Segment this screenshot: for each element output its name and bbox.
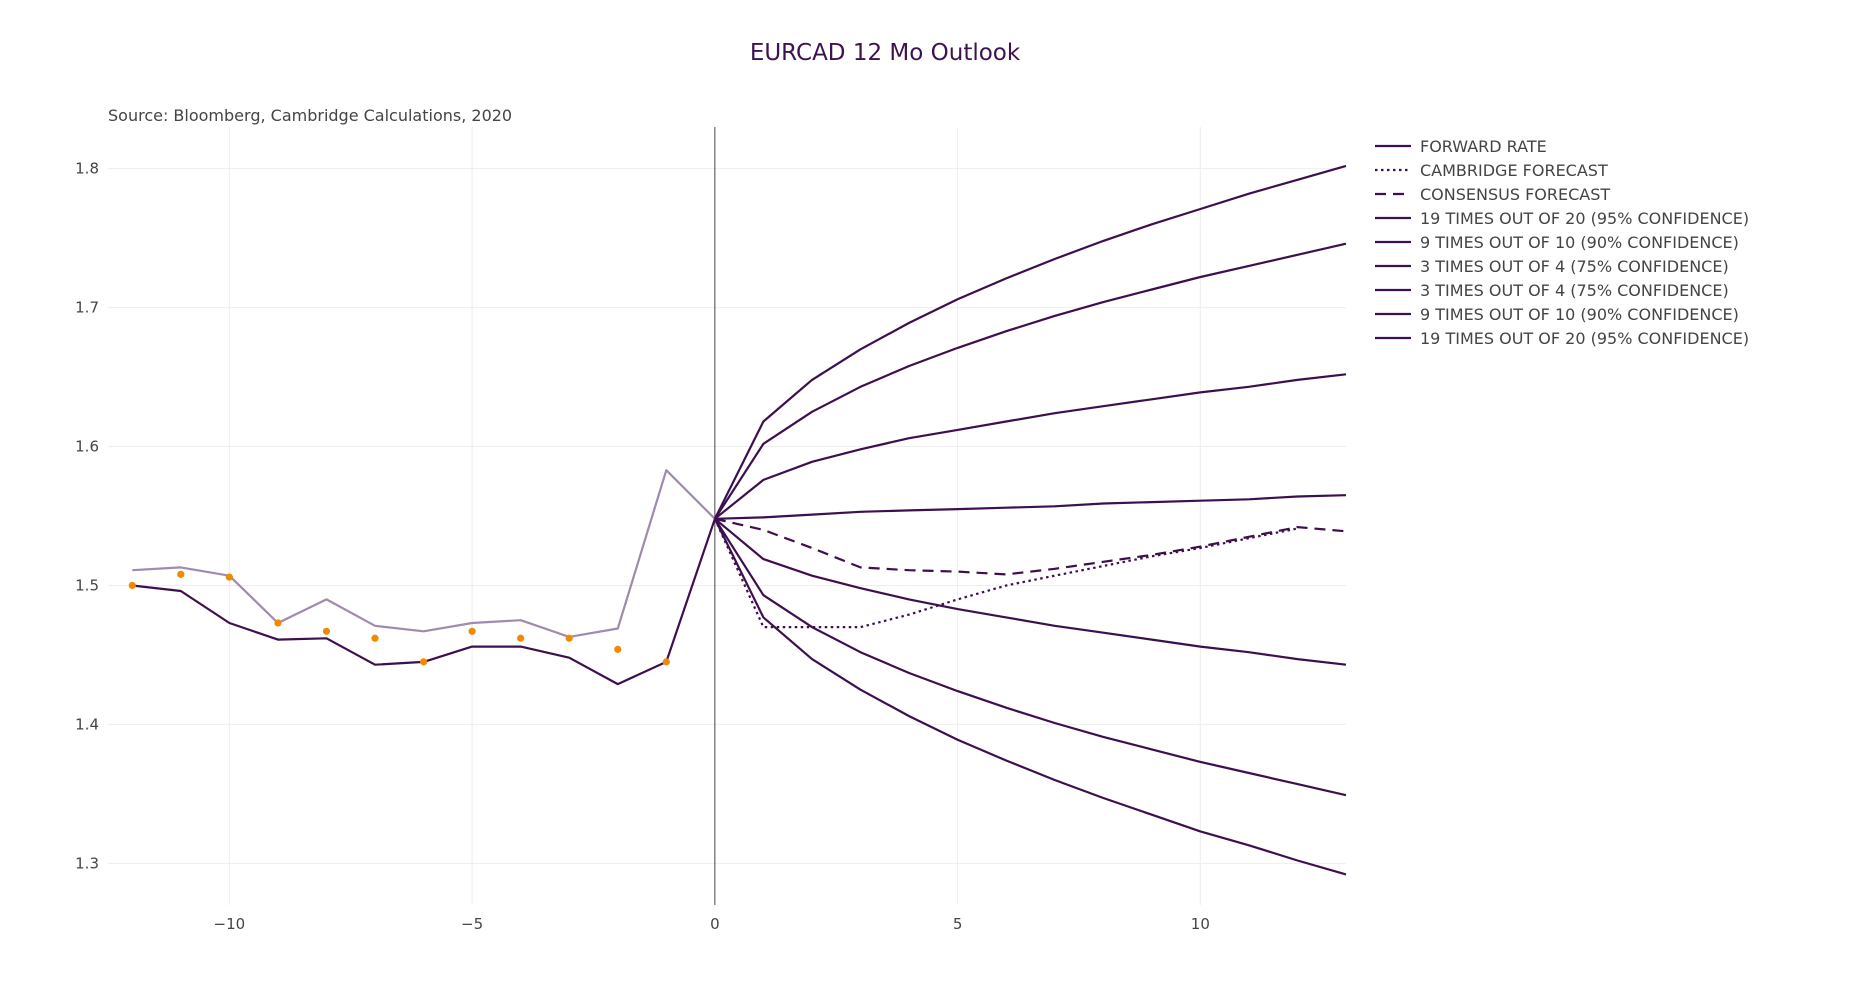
history-marker bbox=[662, 658, 670, 666]
legend-swatch bbox=[1375, 216, 1411, 220]
legend-label: 19 TIMES OUT OF 20 (95% CONFIDENCE) bbox=[1420, 208, 1750, 228]
legend-swatch bbox=[1375, 144, 1411, 148]
legend-swatch bbox=[1375, 336, 1411, 340]
history-marker bbox=[128, 581, 136, 590]
series-lines bbox=[132, 164, 1347, 876]
x-tick-label: −10 bbox=[214, 915, 246, 933]
legend-swatch bbox=[1375, 288, 1411, 292]
legend-label: 9 TIMES OUT OF 10 (90% CONFIDENCE) bbox=[1420, 304, 1739, 324]
series-line-6 bbox=[714, 517, 1347, 666]
history-marker bbox=[565, 634, 573, 642]
series-line-7 bbox=[713, 518, 1347, 797]
history-marker bbox=[371, 634, 379, 642]
x-tick-label: 10 bbox=[1191, 915, 1210, 933]
history-marker bbox=[322, 627, 331, 635]
legend-label: CONSENSUS FORECAST bbox=[1420, 184, 1611, 204]
legend-label: 9 TIMES OUT OF 10 (90% CONFIDENCE) bbox=[1420, 232, 1739, 252]
y-tick-label: 1.7 bbox=[75, 299, 99, 317]
history-marker bbox=[517, 634, 525, 642]
series-line-5 bbox=[714, 373, 1347, 520]
series-line-4 bbox=[713, 242, 1347, 520]
series-line-1 bbox=[713, 518, 1298, 629]
legend-item-4[interactable]: 9 TIMES OUT OF 10 (90% CONFIDENCE) bbox=[1374, 230, 1749, 254]
legend-item-5[interactable]: 3 TIMES OUT OF 4 (75% CONFIDENCE) bbox=[1374, 254, 1749, 278]
history-markers bbox=[128, 570, 670, 666]
y-tick-label: 1.6 bbox=[75, 438, 99, 456]
series-line-3 bbox=[713, 164, 1347, 520]
legend-swatch bbox=[1375, 312, 1411, 316]
legend-swatch bbox=[1375, 240, 1411, 244]
axes: −10 −5 0 5 10 1.3 1.4 1.5 1.6 1.7 1.8 bbox=[75, 127, 1210, 933]
history-marker bbox=[614, 645, 622, 653]
legend-swatch bbox=[1375, 192, 1411, 196]
legend-label: 19 TIMES OUT OF 20 (95% CONFIDENCE) bbox=[1420, 328, 1750, 348]
legend-label: 3 TIMES OUT OF 4 (75% CONFIDENCE) bbox=[1420, 280, 1729, 300]
chart-subtitle: Source: Bloomberg, Cambridge Calculation… bbox=[108, 106, 513, 125]
legend-label: FORWARD RATE bbox=[1420, 136, 1547, 156]
legend-item-0[interactable]: FORWARD RATE bbox=[1374, 134, 1749, 158]
y-tick-label: 1.5 bbox=[75, 576, 99, 594]
chart-title: EURCAD 12 Mo Outlook bbox=[749, 40, 1021, 66]
x-tick-label: −5 bbox=[461, 915, 483, 933]
legend-item-7[interactable]: 9 TIMES OUT OF 10 (90% CONFIDENCE) bbox=[1374, 302, 1749, 326]
legend-item-6[interactable]: 3 TIMES OUT OF 4 (75% CONFIDENCE) bbox=[1374, 278, 1749, 302]
legend-label: 3 TIMES OUT OF 4 (75% CONFIDENCE) bbox=[1420, 256, 1729, 276]
history-marker bbox=[177, 570, 185, 578]
series-line-8 bbox=[713, 518, 1347, 876]
x-tick-label: 5 bbox=[953, 915, 963, 933]
history-marker bbox=[419, 658, 428, 666]
history-marker bbox=[225, 573, 233, 581]
chart-legend[interactable]: FORWARD RATE CAMBRIDGE FORECAST CONSENSUS … bbox=[1374, 134, 1749, 350]
legend-swatch bbox=[1375, 168, 1411, 172]
series-line-0 bbox=[714, 494, 1347, 520]
history-light-line bbox=[132, 469, 716, 639]
x-tick-label: 0 bbox=[710, 915, 720, 933]
y-tick-label: 1.8 bbox=[75, 160, 99, 178]
legend-item-3[interactable]: 19 TIMES OUT OF 20 (95% CONFIDENCE) bbox=[1374, 206, 1749, 230]
grid-lines bbox=[108, 127, 1346, 905]
legend-label: CAMBRIDGE FORECAST bbox=[1420, 160, 1608, 180]
y-tick-label: 1.4 bbox=[75, 715, 99, 733]
legend-item-2[interactable]: CONSENSUS FORECAST bbox=[1374, 182, 1749, 206]
history-marker bbox=[468, 627, 476, 635]
legend-item-8[interactable]: 19 TIMES OUT OF 20 (95% CONFIDENCE) bbox=[1374, 326, 1749, 350]
legend-swatch bbox=[1375, 264, 1411, 268]
series-line-2 bbox=[714, 517, 1347, 576]
legend-item-1[interactable]: CAMBRIDGE FORECAST bbox=[1374, 158, 1749, 182]
y-tick-label: 1.3 bbox=[75, 854, 99, 872]
history-marker bbox=[274, 619, 282, 627]
